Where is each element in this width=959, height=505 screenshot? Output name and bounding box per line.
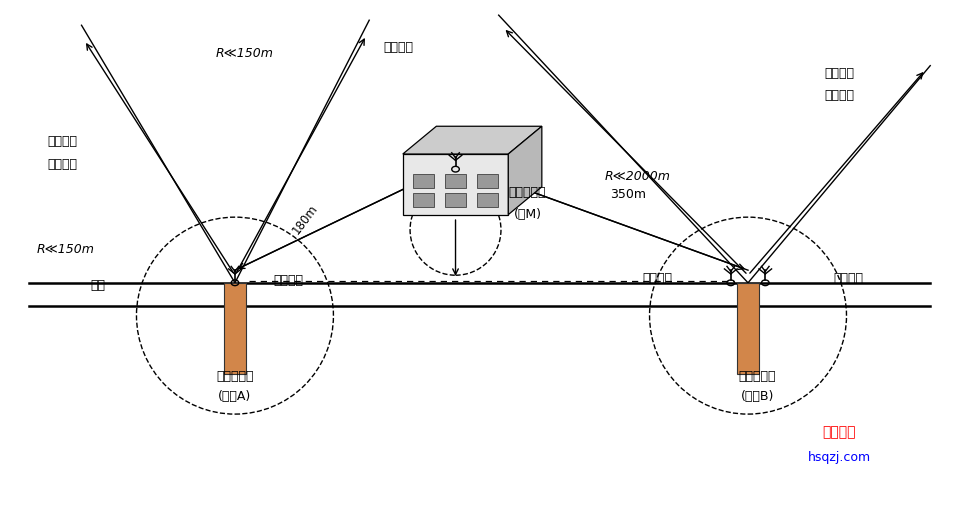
Bar [737, 283, 759, 374]
Text: (位置B): (位置B) [741, 390, 774, 403]
Bar [477, 174, 498, 188]
Text: 货场办公室: 货场办公室 [508, 186, 547, 199]
Bar [477, 193, 498, 207]
Text: 定向天线: 定向天线 [642, 272, 672, 285]
Polygon shape [403, 126, 542, 154]
Text: R≪150m: R≪150m [216, 46, 273, 60]
Bar [224, 283, 246, 374]
Text: R≪2000m: R≪2000m [605, 170, 670, 183]
Bar [445, 193, 466, 207]
Bar [413, 174, 434, 188]
Text: 全向天线: 全向天线 [47, 135, 78, 148]
Text: 全向天线: 全向天线 [383, 41, 413, 55]
Bar [445, 174, 466, 188]
Text: 350m: 350m [610, 188, 646, 201]
Text: 覆盖范围: 覆盖范围 [47, 158, 78, 171]
Text: 门式起重机: 门式起重机 [216, 370, 254, 383]
Text: 全向天线: 全向天线 [273, 274, 303, 287]
Text: 覆盖范围: 覆盖范围 [824, 89, 854, 103]
Polygon shape [403, 154, 508, 215]
Text: 门式起重机: 门式起重机 [738, 370, 777, 383]
Text: 180m: 180m [290, 203, 320, 237]
Text: (位M): (位M) [513, 208, 542, 221]
Text: R≪150m: R≪150m [36, 243, 94, 257]
Text: 上起鸿升: 上起鸿升 [823, 425, 855, 439]
Text: (位置A): (位置A) [219, 390, 251, 403]
Text: 全向天线: 全向天线 [833, 272, 864, 285]
Text: 轨道: 轨道 [90, 279, 105, 292]
Polygon shape [508, 126, 542, 215]
Text: 定向天线: 定向天线 [824, 67, 854, 80]
Text: hsqzj.com: hsqzj.com [807, 450, 871, 464]
Bar [413, 193, 434, 207]
